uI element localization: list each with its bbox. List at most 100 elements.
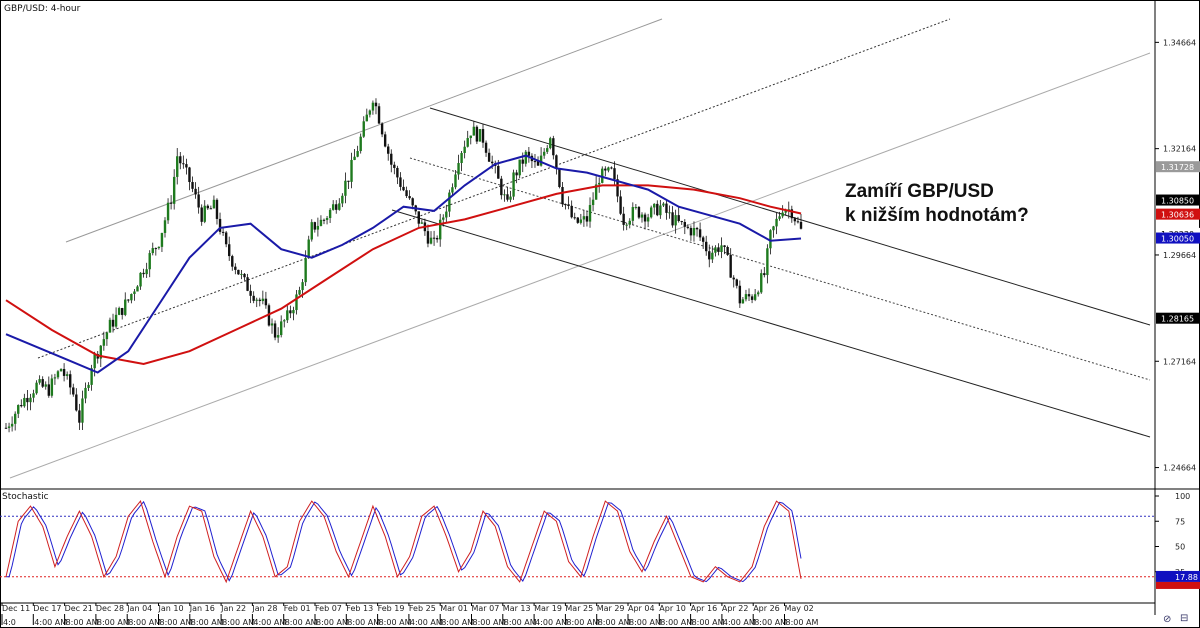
candle-body — [252, 295, 255, 301]
candle-body — [454, 174, 457, 188]
time-label: 4:00 AM — [34, 618, 67, 627]
candle-body — [365, 114, 369, 122]
candle-body — [445, 211, 448, 218]
time-label: 8:00 AM — [160, 618, 193, 627]
candle-body — [249, 290, 252, 296]
candle-body — [7, 426, 11, 428]
candle-body — [552, 138, 555, 156]
ma-red-price-box-text: 1.30636 — [1161, 211, 1194, 220]
time-label: 8:00 AM — [222, 618, 255, 627]
candle-body — [38, 379, 41, 383]
candle-body — [200, 207, 203, 222]
link-icon[interactable]: ⊘ — [1163, 614, 1172, 625]
candle-body — [350, 159, 353, 182]
candle-body — [573, 217, 576, 219]
gray-level-price-box-text: 1.31728 — [1161, 163, 1194, 172]
candle-body — [136, 286, 139, 292]
candle-body — [481, 129, 485, 143]
candle-body — [686, 226, 690, 228]
candle-body — [157, 246, 161, 249]
candle-body — [124, 299, 127, 315]
candle-body — [84, 387, 87, 399]
candle-body — [799, 221, 803, 229]
candle-body — [643, 214, 647, 222]
time-label: 4:00 AM — [535, 618, 568, 627]
candle-body — [270, 323, 274, 326]
date-label: Feb 01 — [284, 604, 311, 613]
candle-body — [677, 215, 680, 222]
candle-body — [549, 138, 552, 149]
stoch-value-text: 17.88 — [1175, 573, 1198, 582]
candle-body — [408, 196, 411, 199]
candle-body — [188, 167, 191, 183]
date-label: Mar 07 — [472, 604, 500, 613]
stoch-value-box — [1156, 570, 1200, 582]
candle-body — [555, 155, 558, 169]
candle-body — [601, 168, 604, 183]
candle-body — [683, 222, 687, 227]
date-label: May 02 — [785, 604, 814, 613]
candle-body — [182, 163, 185, 165]
candle-body — [695, 228, 699, 230]
candle-body — [286, 310, 289, 321]
time-label: 8:00 AM — [316, 618, 349, 627]
candle-body — [744, 294, 748, 300]
time-label: 8:00 AM — [692, 618, 725, 627]
candle-body — [659, 205, 662, 216]
date-label: Jan 22 — [220, 604, 246, 613]
date-label: Apr 26 — [753, 604, 780, 613]
candle-body — [610, 167, 613, 169]
candle-body — [567, 204, 570, 206]
candle-body — [151, 248, 154, 254]
date-label: Dec 28 — [96, 604, 124, 613]
candle-body — [374, 102, 378, 107]
channel-line-4 — [409, 157, 1151, 381]
candle-body — [487, 152, 491, 162]
date-label: Jan 04 — [126, 604, 152, 613]
candle-body — [542, 151, 546, 156]
candle-body — [380, 123, 384, 135]
toggle-icon[interactable]: ⊟ — [1180, 613, 1189, 624]
moving-average-slow — [5, 184, 802, 366]
chart-title: GBP/USD: 4-hour — [4, 4, 81, 14]
candle-body — [29, 397, 32, 403]
candle-body — [478, 129, 482, 142]
candle-body — [258, 299, 261, 302]
candle-body — [778, 216, 781, 219]
price-tick-label: 1.27164 — [1163, 357, 1196, 366]
candle-body — [377, 106, 381, 124]
candle-body — [680, 221, 683, 223]
candle-body — [640, 214, 644, 218]
candle-body — [148, 253, 151, 270]
time-label: 4:0 — [3, 618, 16, 627]
candle-body — [23, 397, 26, 407]
stoch-tick-label: 100 — [1175, 492, 1190, 501]
candle-body — [735, 279, 738, 286]
candle-body — [662, 203, 665, 206]
candle-body — [264, 298, 268, 306]
candle-body — [717, 247, 720, 252]
candle-body — [631, 207, 635, 221]
candle-body — [47, 384, 51, 396]
candle-body — [197, 194, 200, 208]
candle-body — [521, 159, 524, 164]
candle-body — [111, 319, 115, 327]
date-label: Jan 28 — [251, 604, 277, 613]
candle-body — [756, 292, 760, 295]
date-label: Jan 16 — [189, 604, 215, 613]
time-label: 8:00 AM — [347, 618, 380, 627]
candle-body — [50, 378, 54, 396]
candle-body — [44, 384, 47, 387]
candle-body — [224, 232, 228, 245]
candle-body — [760, 273, 763, 293]
candle-body — [561, 187, 564, 205]
stochastic-label: Stochastic — [2, 492, 49, 502]
headline: Zamíří GBP/USD k nižším hodnotám? — [845, 180, 1029, 228]
candle-body — [582, 216, 586, 220]
candle-body — [720, 245, 723, 252]
time-label: 8:00 AM — [660, 618, 693, 627]
date-label: Mar 25 — [565, 604, 593, 613]
candle-body — [766, 248, 769, 276]
candle-body — [218, 218, 222, 232]
